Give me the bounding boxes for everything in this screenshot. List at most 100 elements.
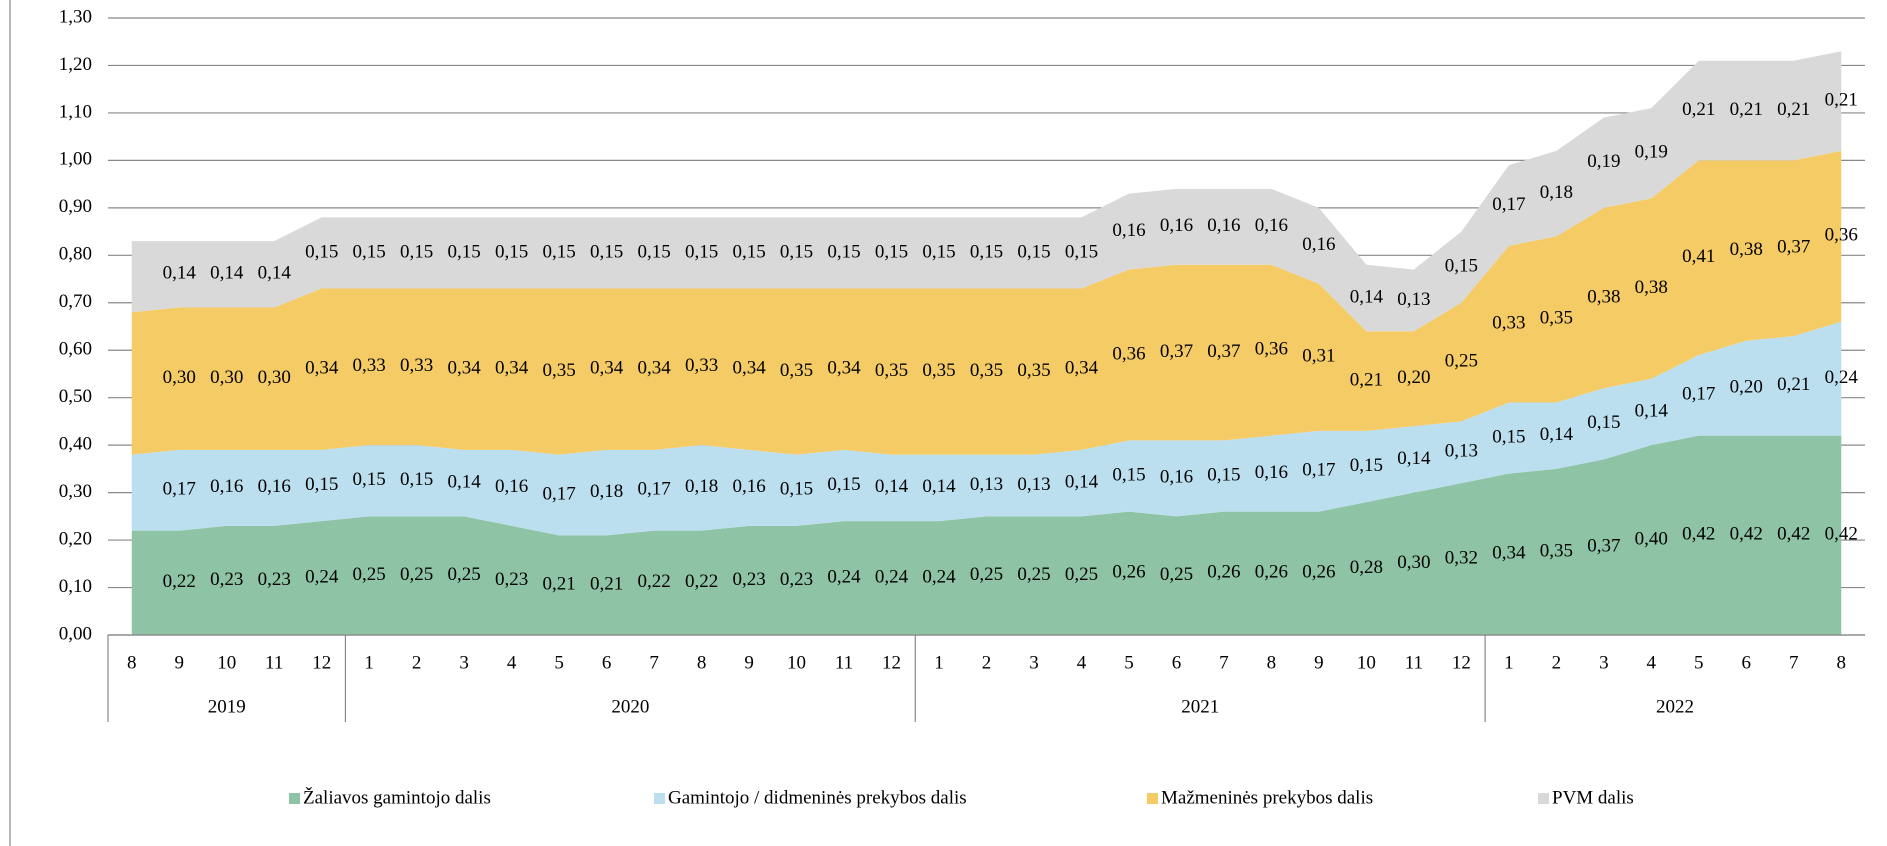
data-label: 0,16 [1302, 234, 1335, 255]
data-label: 0,34 [305, 358, 339, 379]
data-label: 0,35 [1540, 308, 1573, 329]
x-tick-label: 2 [412, 652, 422, 673]
x-tick-label: 9 [744, 652, 754, 673]
data-label: 0,15 [1017, 241, 1050, 262]
data-label: 0,34 [495, 358, 529, 379]
data-label: 0,35 [1540, 540, 1573, 561]
data-label: 0,25 [448, 564, 481, 585]
data-label: 0,33 [353, 355, 386, 376]
area [131, 321, 1842, 536]
data-label: 0,23 [210, 569, 243, 590]
data-label: 0,42 [1777, 524, 1810, 545]
data-label: 0,17 [1682, 384, 1715, 405]
data-label: 0,15 [827, 241, 860, 262]
x-tick-label: 8 [127, 652, 137, 673]
x-tick-label: 8 [1837, 652, 1847, 673]
y-tick-label: 1,10 [59, 101, 92, 122]
data-label: 0,16 [495, 476, 528, 497]
legend-swatch [1147, 793, 1158, 804]
data-label: 0,15 [590, 241, 623, 262]
data-label: 0,18 [1540, 182, 1573, 203]
data-label: 0,14 [1635, 400, 1669, 421]
x-tick-label: 5 [1694, 652, 1704, 673]
x-tick-label: 1 [364, 652, 374, 673]
x-tick-label: 6 [602, 652, 612, 673]
data-label: 0,25 [1017, 564, 1050, 585]
x-tick-label: 7 [649, 652, 659, 673]
data-label: 0,35 [780, 360, 813, 381]
data-label: 0,26 [1302, 562, 1335, 583]
data-label: 0,19 [1587, 151, 1620, 172]
x-group-label: 2022 [1656, 696, 1694, 717]
data-label: 0,23 [732, 569, 765, 590]
legend-label: PVM dalis [1552, 787, 1634, 808]
y-tick-label: 0,80 [59, 244, 92, 265]
data-label: 0,35 [970, 360, 1003, 381]
data-label: 0,37 [1587, 536, 1620, 557]
data-label: 0,33 [685, 355, 718, 376]
legend-label: Žaliavos gamintojo dalis [303, 786, 491, 808]
data-label: 0,28 [1350, 557, 1383, 578]
y-tick-label: 0,70 [59, 291, 92, 312]
data-label: 0,21 [1682, 99, 1715, 120]
x-tick-label: 2 [1552, 652, 1562, 673]
data-label: 0,15 [780, 479, 813, 500]
data-label: 0,25 [400, 564, 433, 585]
data-label: 0,16 [1112, 220, 1145, 241]
area [131, 435, 1842, 635]
data-label: 0,21 [542, 574, 575, 595]
y-tick-label: 0,50 [59, 386, 92, 407]
data-label: 0,15 [400, 469, 433, 490]
x-tick-label: 8 [697, 652, 707, 673]
x-tick-label: 4 [507, 652, 517, 673]
data-label: 0,40 [1635, 528, 1668, 549]
x-group-label: 2019 [208, 696, 246, 717]
data-label: 0,21 [1825, 89, 1858, 110]
data-label: 0,15 [685, 241, 718, 262]
data-label: 0,34 [637, 358, 671, 379]
data-label: 0,30 [258, 367, 291, 388]
x-tick-label: 12 [882, 652, 901, 673]
x-tick-label: 11 [1405, 652, 1423, 673]
data-label: 0,17 [542, 483, 575, 504]
data-label: 0,37 [1777, 237, 1810, 258]
data-label: 0,24 [875, 566, 909, 587]
data-label: 0,37 [1160, 341, 1193, 362]
data-label: 0,35 [922, 360, 955, 381]
x-tick-label: 11 [265, 652, 283, 673]
data-label: 0,14 [1065, 471, 1099, 492]
data-label: 0,23 [780, 569, 813, 590]
y-tick-label: 0,90 [59, 196, 92, 217]
data-label: 0,23 [258, 569, 291, 590]
data-label: 0,13 [970, 474, 1003, 495]
data-label: 0,14 [875, 476, 909, 497]
data-label: 0,34 [448, 358, 482, 379]
data-label: 0,17 [1302, 460, 1335, 481]
data-label: 0,34 [827, 358, 861, 379]
y-tick-label: 0,00 [59, 623, 92, 644]
y-tick-label: 1,00 [59, 149, 92, 170]
x-tick-label: 5 [1124, 652, 1134, 673]
x-tick-label: 1 [1504, 652, 1514, 673]
data-label: 0,14 [1397, 448, 1431, 469]
data-label: 0,37 [1207, 341, 1240, 362]
data-label: 0,16 [210, 476, 243, 497]
data-label: 0,22 [637, 571, 670, 592]
data-label: 0,24 [305, 566, 339, 587]
data-label: 0,25 [1065, 564, 1098, 585]
x-tick-label: 12 [1452, 652, 1471, 673]
data-label: 0,16 [1207, 215, 1240, 236]
x-tick-label: 12 [312, 652, 331, 673]
x-tick-label: 6 [1742, 652, 1752, 673]
data-label: 0,14 [448, 471, 482, 492]
data-label: 0,35 [875, 360, 908, 381]
data-label: 0,16 [1160, 215, 1193, 236]
data-label: 0,13 [1445, 441, 1478, 462]
data-label: 0,30 [210, 367, 243, 388]
data-label: 0,24 [922, 566, 956, 587]
legend-swatch [1538, 793, 1549, 804]
data-label: 0,16 [258, 476, 291, 497]
data-label: 0,18 [590, 481, 623, 502]
